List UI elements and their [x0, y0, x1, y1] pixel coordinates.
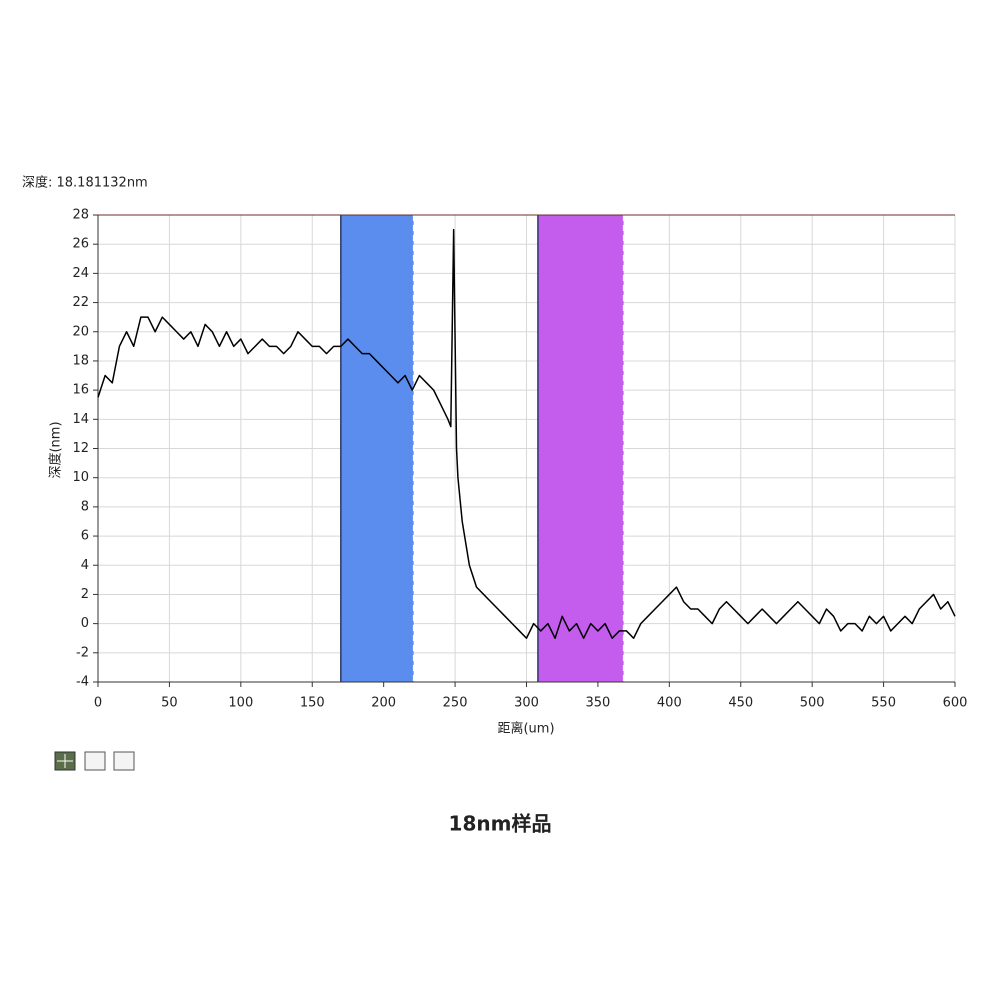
select-tool[interactable] [84, 751, 106, 771]
y-tick-label: 28 [72, 208, 89, 223]
y-tick-label: 24 [72, 266, 89, 281]
y-tick-label: 6 [81, 529, 89, 544]
y-tick-label: 4 [81, 558, 89, 573]
x-axis-label: 距离(um) [497, 721, 554, 737]
profile-line [97, 228, 956, 639]
y-tick-label: 2 [81, 587, 89, 602]
toolbar [54, 751, 135, 771]
y-tick-label: 0 [81, 616, 89, 631]
x-tick-label: 450 [728, 696, 753, 711]
x-tick-label: 250 [443, 696, 468, 711]
y-tick-label: 14 [72, 412, 89, 427]
x-tick-label: 0 [94, 696, 102, 711]
highlight-band [537, 215, 624, 682]
x-tick-label: 400 [657, 696, 682, 711]
y-tick-label: 20 [72, 324, 89, 339]
y-tick-label: 18 [72, 353, 89, 368]
y-axis-label: 深度(nm) [48, 421, 64, 478]
x-tick-label: 550 [871, 696, 896, 711]
y-tick-label: 10 [72, 470, 89, 485]
x-tick-label: 350 [586, 696, 611, 711]
y-tick-label: 26 [72, 237, 89, 252]
x-tick-label: 200 [371, 696, 396, 711]
x-tick-label: 500 [800, 696, 825, 711]
x-tick-label: 50 [161, 696, 178, 711]
y-tick-label: 22 [72, 295, 89, 310]
y-tick-label: -4 [76, 675, 89, 690]
pan-tool[interactable] [113, 751, 135, 771]
y-tick-label: -2 [76, 645, 89, 660]
y-tick-label: 16 [72, 383, 89, 398]
x-tick-label: 600 [943, 696, 968, 711]
x-tick-label: 100 [228, 696, 253, 711]
x-tick-label: 300 [514, 696, 539, 711]
highlight-band [340, 215, 414, 682]
x-tick-label: 150 [300, 696, 325, 711]
y-tick-label: 8 [81, 499, 89, 514]
y-tick-label: 12 [72, 441, 89, 456]
annotation: 深度: 18.181132nm [22, 175, 148, 191]
caption: 18nm样品 [449, 812, 552, 836]
